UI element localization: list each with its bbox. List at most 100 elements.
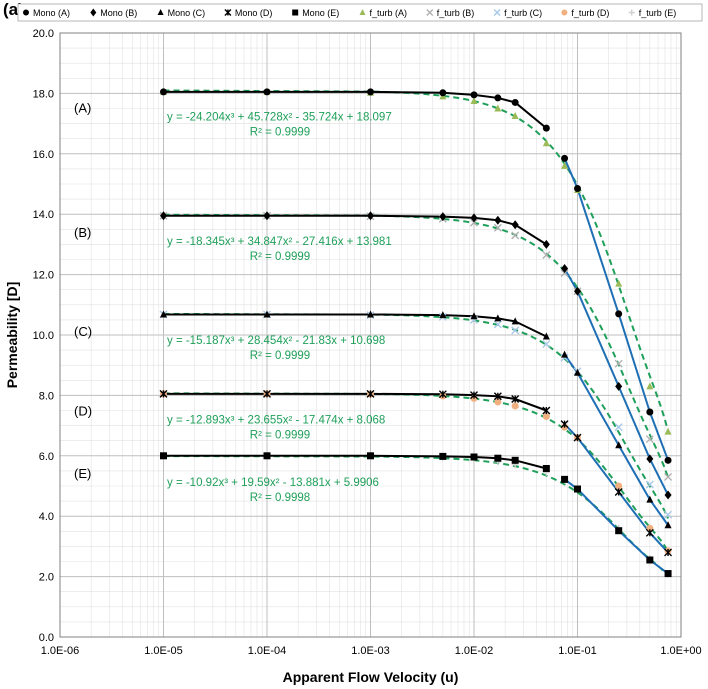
fit-equation: y = -10.92x³ + 19.59x² - 13.881x + 5.990… xyxy=(167,477,379,489)
legend-item: Mono (E) xyxy=(292,8,339,18)
data-point xyxy=(542,340,551,349)
data-point xyxy=(160,88,167,96)
data-point xyxy=(426,9,434,16)
data-point xyxy=(159,389,168,398)
x-tick-label: 1.0E-05 xyxy=(144,645,183,657)
y-tick-label: 6.0 xyxy=(39,451,54,463)
data-point xyxy=(494,398,502,406)
group-label: (C) xyxy=(74,324,92,339)
data-point xyxy=(542,406,551,415)
legend-label: Mono (E) xyxy=(302,8,339,18)
data-point xyxy=(470,312,478,320)
data-point xyxy=(470,96,478,104)
data-point xyxy=(263,389,271,398)
data-point xyxy=(511,98,519,106)
data-point xyxy=(646,454,654,464)
y-tick-label: 12.0 xyxy=(33,270,54,282)
group-label: (E) xyxy=(74,466,91,481)
legend-item: Mono (B) xyxy=(90,8,137,18)
fit-r-squared: R² = 0.9999 xyxy=(250,350,310,362)
data-point xyxy=(511,231,520,240)
plot-border xyxy=(59,32,682,638)
data-point xyxy=(645,435,654,444)
data-point xyxy=(645,480,654,489)
x-axis-title: Apparent Flow Velocity (u) xyxy=(283,669,459,685)
data-point xyxy=(359,9,366,15)
data-point xyxy=(542,464,550,472)
data-point xyxy=(511,317,519,325)
fit-r-squared: R² = 0.9999 xyxy=(250,126,310,138)
series-mono-a xyxy=(160,88,672,464)
data-point xyxy=(494,94,502,102)
data-point xyxy=(628,9,635,16)
legend-label: f_turb (A) xyxy=(370,8,408,18)
series-mono-e xyxy=(160,452,672,578)
legend: Mono (A) Mono (B) Mono (C) Mono (D) Mono (E)… xyxy=(17,3,703,22)
legend-item: Mono (C) xyxy=(157,8,205,18)
x-tick-label: 1.0E+00 xyxy=(660,645,701,657)
x-tick-label: 1.0E-02 xyxy=(455,645,494,657)
data-point xyxy=(646,524,654,532)
y-tick-label: 2.0 xyxy=(39,572,54,584)
legend-label: Mono (D) xyxy=(235,8,273,18)
data-point xyxy=(664,570,672,578)
data-point xyxy=(494,454,502,462)
data-point xyxy=(439,311,447,319)
data-point xyxy=(263,88,271,96)
data-point xyxy=(573,433,582,442)
y-tick-label: 16.0 xyxy=(33,149,54,161)
data-point xyxy=(263,211,271,221)
data-point xyxy=(560,269,569,278)
data-point xyxy=(542,250,551,259)
group-label: (A) xyxy=(74,100,91,115)
data-point xyxy=(90,8,97,17)
fit-equation: y = -24.204x³ + 45.728x² - 35.724x + 18.… xyxy=(167,111,392,123)
y-tick-label: 20.0 xyxy=(33,28,54,40)
data-point xyxy=(439,212,447,222)
x-tick-label: 1.0E-06 xyxy=(41,645,80,657)
data-point xyxy=(366,389,375,398)
legend-label: f_turb (D) xyxy=(571,8,609,18)
data-point xyxy=(614,488,623,497)
data-point xyxy=(367,310,374,318)
data-point xyxy=(615,527,623,535)
data-point xyxy=(470,391,478,400)
y-tick-label: 0.0 xyxy=(39,632,54,644)
legend-item: Mono (D) xyxy=(224,8,273,18)
data-point xyxy=(494,314,502,322)
legend-box xyxy=(17,3,703,22)
y-tick-label: 18.0 xyxy=(33,88,54,100)
data-point xyxy=(511,402,519,410)
data-point xyxy=(561,475,569,483)
data-point xyxy=(494,104,502,112)
data-point xyxy=(542,239,550,249)
data-point xyxy=(664,521,672,529)
data-point xyxy=(439,452,447,460)
data-point xyxy=(493,9,501,16)
data-point xyxy=(646,556,654,564)
data-point xyxy=(511,326,520,335)
data-point xyxy=(23,9,29,16)
data-point xyxy=(493,320,502,329)
data-point xyxy=(470,218,478,227)
data-point xyxy=(615,441,623,449)
data-point xyxy=(493,392,502,401)
data-point xyxy=(160,310,167,318)
data-point xyxy=(439,89,447,97)
series-mono-c xyxy=(160,310,672,529)
data-point xyxy=(615,381,623,391)
data-point xyxy=(367,88,374,96)
mono-line xyxy=(163,313,547,338)
data-point xyxy=(542,124,550,132)
x-tick-label: 1.0E-03 xyxy=(351,645,390,657)
legend-label: Mono (A) xyxy=(33,8,70,18)
fit-r-squared: R² = 0.9999 xyxy=(250,251,310,263)
legend-item: f_turb (A) xyxy=(359,8,408,18)
data-point xyxy=(292,9,299,16)
y-tick-label: 10.0 xyxy=(33,330,54,342)
legend-item: f_turb (B) xyxy=(426,8,474,18)
legend-item: Mono (A) xyxy=(23,8,70,18)
data-point xyxy=(561,154,569,162)
data-point xyxy=(664,472,673,481)
data-point xyxy=(542,413,550,421)
